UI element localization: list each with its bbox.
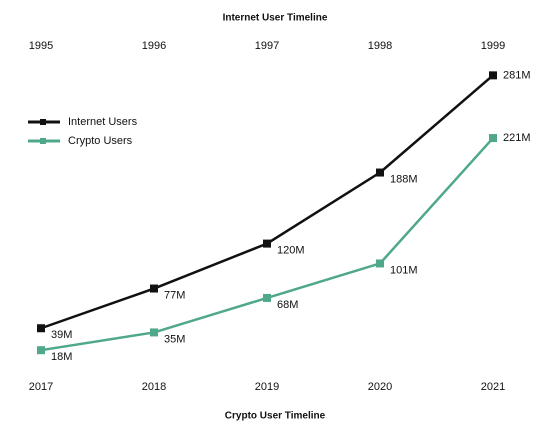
top-axis-title: Internet User Timeline xyxy=(223,13,328,24)
top-tick-label: 1999 xyxy=(481,40,505,52)
value-label: 101M xyxy=(390,264,418,276)
top-tick-label: 1998 xyxy=(368,40,392,52)
point-marker xyxy=(150,328,158,337)
value-label: 35M xyxy=(164,333,185,345)
point-marker xyxy=(376,259,384,268)
point-marker xyxy=(489,134,497,143)
point-marker xyxy=(489,71,497,80)
legend-label: Internet Users xyxy=(68,116,138,128)
bottom-tick-label: 2019 xyxy=(255,381,279,393)
bottom-tick-label: 2021 xyxy=(481,381,505,393)
point-marker xyxy=(263,293,271,302)
value-label: 188M xyxy=(390,173,418,185)
top-tick-label: 1995 xyxy=(29,40,53,52)
value-label: 68M xyxy=(277,299,298,311)
bottom-axis-title: Crypto User Timeline xyxy=(225,411,326,422)
top-tick-label: 1996 xyxy=(142,40,166,52)
bottom-tick-label: 2017 xyxy=(29,381,53,393)
legend-label: Crypto Users xyxy=(68,135,133,147)
point-marker xyxy=(150,284,158,293)
value-label: 221M xyxy=(503,132,531,144)
point-marker xyxy=(376,168,384,177)
bottom-tick-label: 2018 xyxy=(142,381,166,393)
bottom-tick-label: 2020 xyxy=(368,381,392,393)
value-label: 77M xyxy=(164,289,185,301)
value-label: 39M xyxy=(51,329,72,341)
point-marker xyxy=(37,346,45,355)
value-label: 18M xyxy=(51,351,72,363)
value-label: 281M xyxy=(503,69,531,81)
series-line xyxy=(40,74,494,330)
legend-marker xyxy=(40,138,46,144)
point-marker xyxy=(263,239,271,248)
top-tick-label: 1997 xyxy=(255,40,279,52)
point-marker xyxy=(37,324,45,333)
value-label: 120M xyxy=(277,245,305,257)
legend-marker xyxy=(40,119,46,125)
